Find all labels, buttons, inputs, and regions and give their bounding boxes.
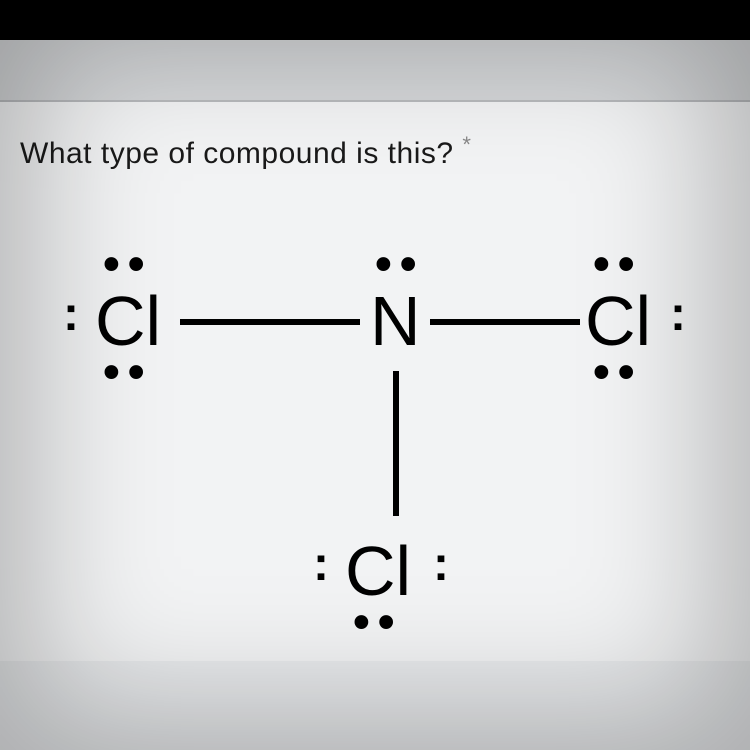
lewis-structure: : •• Cl •• •• N •• Cl : •• : Cl : •• — [25, 231, 725, 631]
content-area: What type of compound is this? * : •• Cl… — [0, 102, 750, 661]
cl-left-lonepair-left: : — [63, 291, 79, 339]
bond-n-cl-bottom — [393, 371, 399, 516]
bond-cl-n-left — [180, 319, 360, 325]
cl-right-lonepair-right: : — [670, 291, 686, 339]
bond-n-cl-right — [430, 319, 580, 325]
cl-bottom-lonepair-right: : — [433, 541, 449, 589]
required-asterisk: * — [462, 132, 471, 157]
gray-header-band — [0, 40, 750, 102]
question-label: What type of compound is this? — [20, 137, 462, 170]
question-text: What type of compound is this? * — [20, 132, 730, 171]
cl-left-lonepair-bottom: •• — [103, 349, 153, 397]
cl-right-lonepair-bottom: •• — [593, 349, 643, 397]
top-black-bar — [0, 0, 750, 40]
cl-bottom-lonepair-bottom: •• — [353, 599, 403, 647]
cl-bottom-lonepair-left: : — [313, 541, 329, 589]
atom-n-center: N — [370, 281, 421, 361]
